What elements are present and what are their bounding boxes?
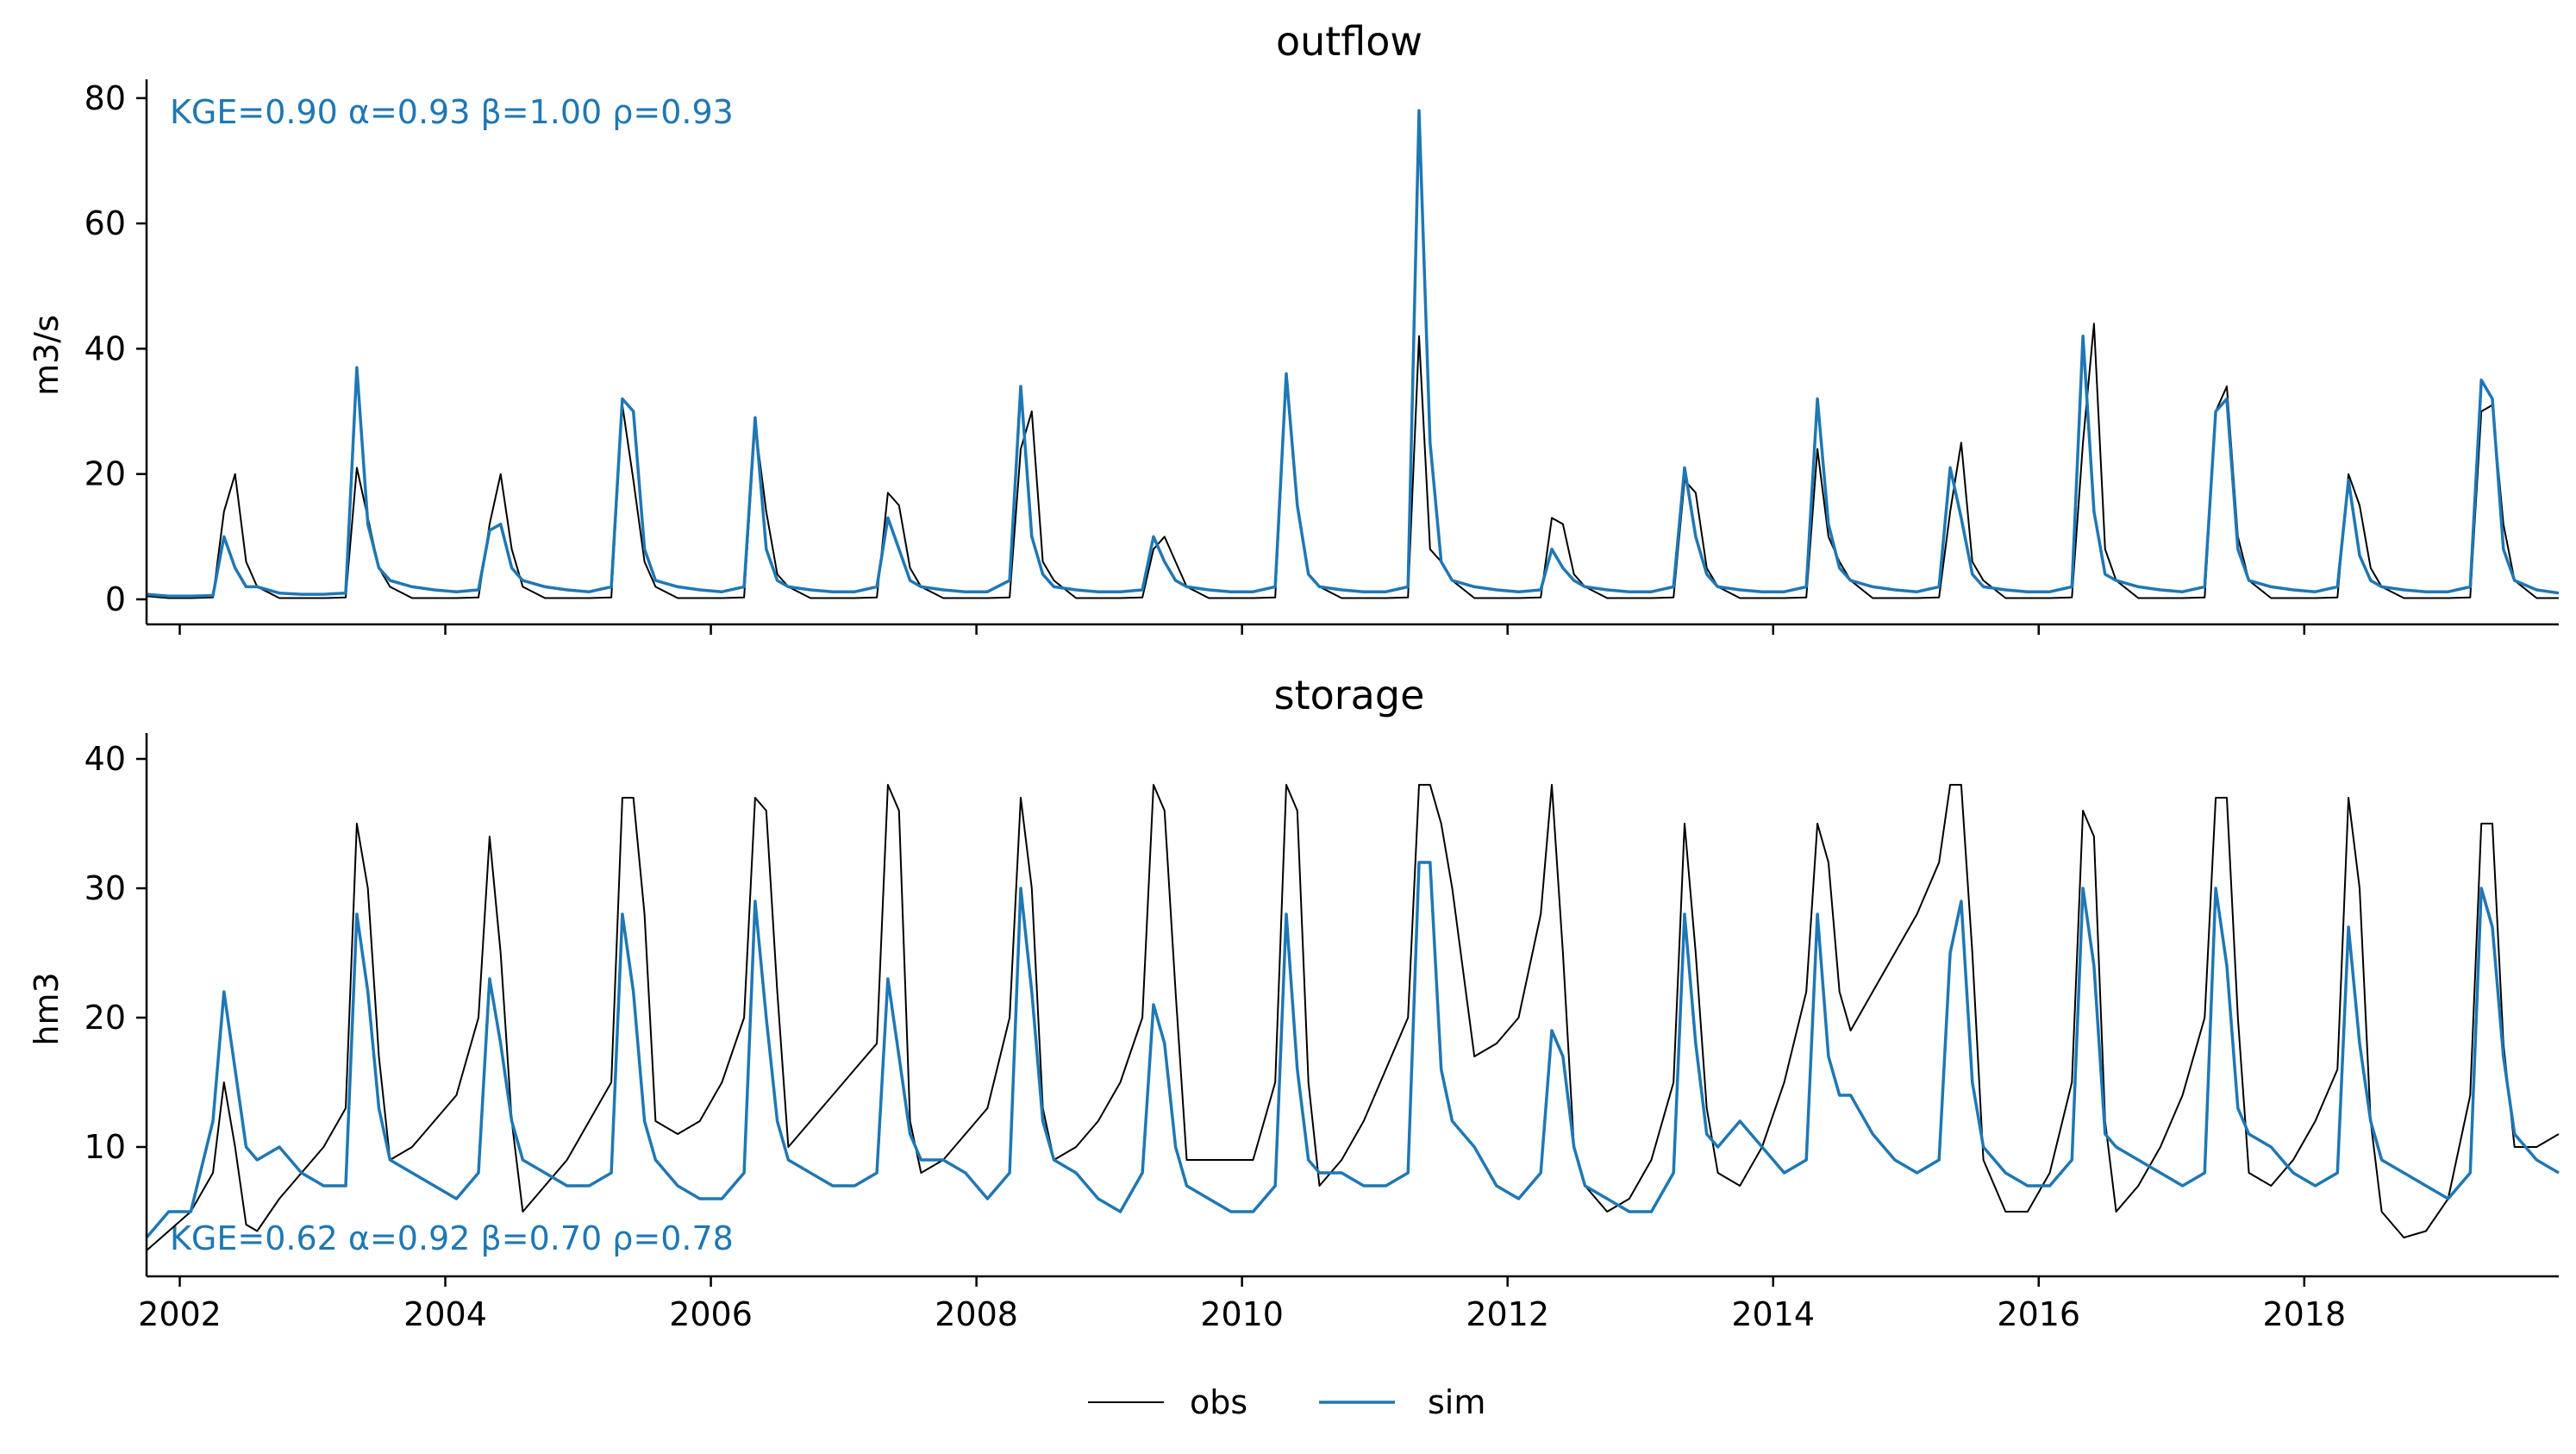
series-line-sim: [145, 861, 2560, 1239]
x-tick-label: 2018: [2262, 1295, 2346, 1333]
series-line-obs: [146, 323, 2559, 599]
legend-label-obs: obs: [1190, 1383, 1247, 1421]
metrics-text-outflow: KGE=0.90 α=0.93 β=1.00 ρ=0.93: [170, 93, 734, 131]
series-line-obs: [146, 784, 2560, 1251]
storage-panel: storage KGE=0.62 α=0.92 β=0.70 ρ=0.78 hm…: [28, 672, 2560, 1333]
x-tick-label: 2002: [138, 1295, 222, 1333]
y-tick-label: 40: [84, 329, 126, 367]
y-tick-label: 0: [105, 580, 126, 618]
y-tick-label: 30: [84, 869, 126, 907]
x-tick-label: 2008: [935, 1295, 1018, 1333]
x-tick-label: 2014: [1731, 1295, 1815, 1333]
y-tick-label: 80: [84, 79, 126, 117]
legend-label-sim: sim: [1428, 1383, 1485, 1421]
y-tick-label: 20: [84, 455, 126, 493]
y-axis-label-storage: hm3: [28, 972, 66, 1045]
series-line-sim: [146, 109, 2560, 599]
x-ticks-outflow: [178, 624, 2306, 635]
x-tick-label: 2016: [1997, 1295, 2080, 1333]
y-tick-label: 20: [84, 999, 126, 1037]
x-ticks-storage: 2002 2004 2006 2008 2010 2012 2014 2016 2018: [138, 1276, 2346, 1333]
y-tick-label: 10: [84, 1128, 126, 1166]
y-tick-label: 60: [84, 204, 126, 242]
x-tick-label: 2012: [1466, 1295, 1549, 1333]
series-storage: [145, 784, 2560, 1251]
panel-title-outflow: outflow: [1276, 18, 1422, 65]
metrics-text-storage: KGE=0.62 α=0.92 β=0.70 ρ=0.78: [170, 1219, 734, 1257]
x-tick-label: 2010: [1200, 1295, 1284, 1333]
y-ticks-outflow: 0 20 40 60 80: [84, 79, 147, 618]
y-axis-label-outflow: m3/s: [28, 315, 66, 396]
panel-title-storage: storage: [1274, 672, 1425, 718]
x-tick-label: 2006: [669, 1295, 753, 1333]
y-tick-label: 40: [84, 740, 126, 778]
series-outflow: [146, 109, 2560, 599]
legend: obs sim: [1088, 1383, 1485, 1421]
x-tick-label: 2004: [403, 1295, 487, 1333]
outflow-panel: outflow KGE=0.90 α=0.93 β=1.00 ρ=0.93 m3…: [28, 18, 2560, 635]
y-ticks-storage: 10 20 30 40: [84, 740, 147, 1166]
